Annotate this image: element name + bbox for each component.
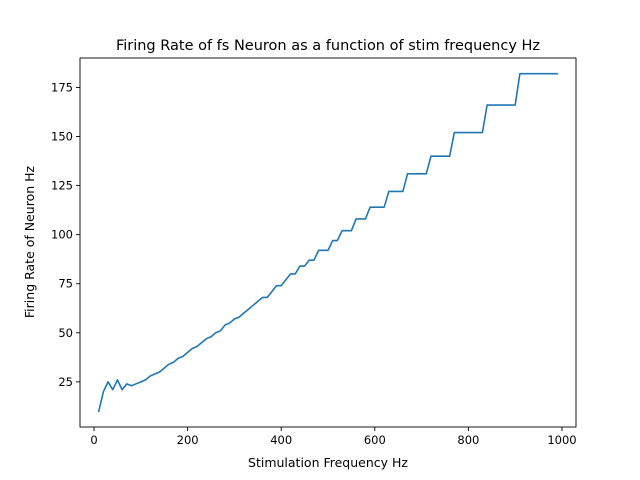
- x-tick-label: 0: [90, 433, 97, 447]
- chart-title: Firing Rate of fs Neuron as a function o…: [116, 38, 540, 54]
- y-tick-label: 25: [58, 375, 73, 389]
- y-tick-label: 100: [51, 228, 73, 242]
- y-tick-label: 75: [58, 277, 73, 291]
- x-tick-label: 200: [177, 433, 199, 447]
- y-axis-label: Firing Rate of Neuron Hz: [22, 165, 37, 318]
- y-tick-label: 175: [51, 80, 73, 94]
- y-tick-label: 50: [58, 326, 73, 340]
- plot-area: 0 200 400 600 800 1000 25 50 75 100 125 150 175: [51, 57, 577, 447]
- x-tick-label: 1000: [547, 433, 576, 447]
- series-line-0: [97, 72, 559, 413]
- y-tick-label: 150: [51, 130, 73, 144]
- plot-frame: [79, 57, 577, 428]
- x-tick-label: 800: [457, 433, 479, 447]
- x-axis-label: Stimulation Frequency Hz: [248, 455, 408, 470]
- y-tick-label: 125: [51, 179, 73, 193]
- x-tick-label: 600: [364, 433, 386, 447]
- x-tick-label: 400: [270, 433, 292, 447]
